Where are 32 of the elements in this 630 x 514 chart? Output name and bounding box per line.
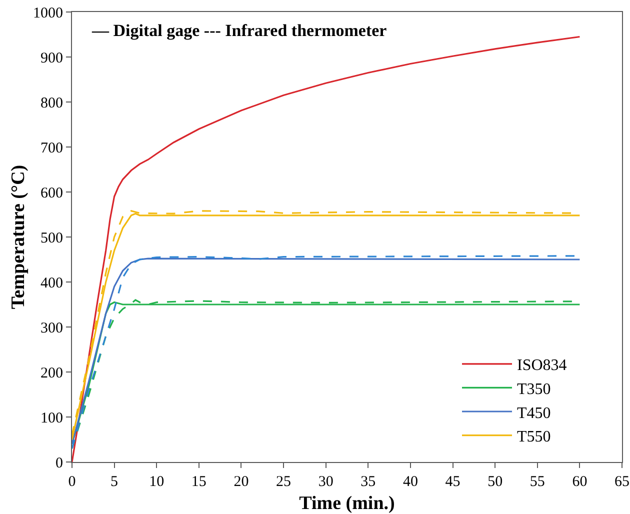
x-tick-label: 45 [445, 474, 460, 490]
x-tick-label: 20 [234, 474, 249, 490]
x-tick-label: 5 [110, 474, 118, 490]
x-tick-label: 60 [572, 474, 588, 490]
y-tick-label: 700 [40, 140, 63, 156]
x-axis-title: Time (min.) [299, 493, 395, 514]
x-tick-label: 65 [614, 474, 630, 490]
legend-label: ISO834 [517, 357, 567, 374]
x-tick-label: 15 [191, 474, 206, 490]
x-tick-label: 50 [488, 474, 503, 490]
x-tick-label: 35 [360, 474, 376, 490]
y-tick-label: 500 [40, 230, 63, 246]
y-tick-label: 200 [40, 365, 63, 382]
x-tick-label: 55 [530, 474, 545, 490]
y-tick-label: 100 [40, 410, 63, 426]
y-tick-label: 300 [40, 320, 63, 336]
y-tick-label: 800 [40, 95, 63, 112]
y-tick-label: 400 [40, 275, 63, 292]
x-tick-label: 25 [276, 474, 292, 490]
legend-label: T450 [517, 404, 551, 422]
x-tick-label: 30 [318, 474, 334, 490]
legend-label: T350 [517, 380, 551, 398]
y-tick-label: 0 [56, 455, 63, 472]
y-tick-label: 600 [40, 185, 63, 202]
x-tick-label: 40 [402, 474, 418, 490]
y-tick-label: 900 [40, 50, 63, 66]
y-axis-title: Temperature (°C) [8, 164, 29, 310]
y-tick-label: 1000 [33, 5, 63, 22]
legend-label: T550 [517, 428, 551, 446]
x-tick-label: 0 [68, 474, 76, 490]
annotation: — Digital gage --- Infrared thermometer [91, 21, 388, 40]
x-tick-label: 10 [149, 474, 164, 490]
